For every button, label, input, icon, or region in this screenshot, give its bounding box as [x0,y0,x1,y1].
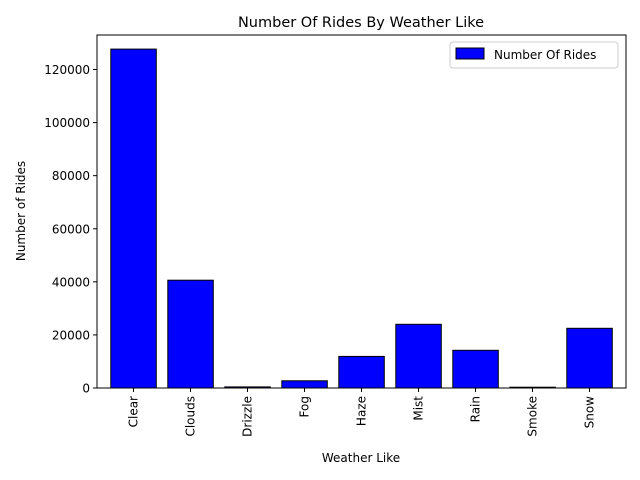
y-tick-label: 100000 [44,116,90,130]
chart-title: Number Of Rides By Weather Like [238,15,484,31]
y-axis: 0 20000 40000 60000 80000 100000 120000 [44,63,97,396]
x-tick-label: Haze [355,396,369,426]
y-tick-label: 60000 [52,222,90,236]
bar-rain [452,349,499,389]
legend-swatch [455,47,485,60]
x-tick-label: Snow [583,396,597,429]
x-tick-label: Fog [298,396,312,417]
y-tick-label: 80000 [52,169,90,183]
legend-box [449,41,619,69]
bar-mist [395,323,442,389]
bar-haze [338,355,385,389]
x-tick-label: Clouds [184,396,198,437]
legend: Number Of Rides [449,41,619,69]
x-tick-label: Drizzle [241,396,255,437]
y-axis-title: Number of Rides [14,161,28,261]
bar-snow [566,327,613,389]
bar-clouds [167,279,214,389]
bar-clear [110,48,157,389]
x-tick-label: Mist [412,396,426,421]
y-tick-label: 20000 [52,328,90,342]
legend-label: Number Of Rides [494,48,596,62]
x-tick-label: Clear [127,396,141,427]
bar-fog [281,380,328,389]
x-tick-label: Rain [469,396,483,422]
y-tick-label: 40000 [52,275,90,289]
bars-group [110,48,613,389]
x-axis: Clear Clouds Drizzle Fog Haze Mist Rain Smoke Sn… [127,388,597,437]
x-axis-title: Weather Like [322,451,400,465]
plot-frame [96,34,627,389]
x-tick-label: Smoke [526,396,540,437]
y-tick-label: 0 [82,382,90,396]
y-tick-label: 120000 [44,63,90,77]
